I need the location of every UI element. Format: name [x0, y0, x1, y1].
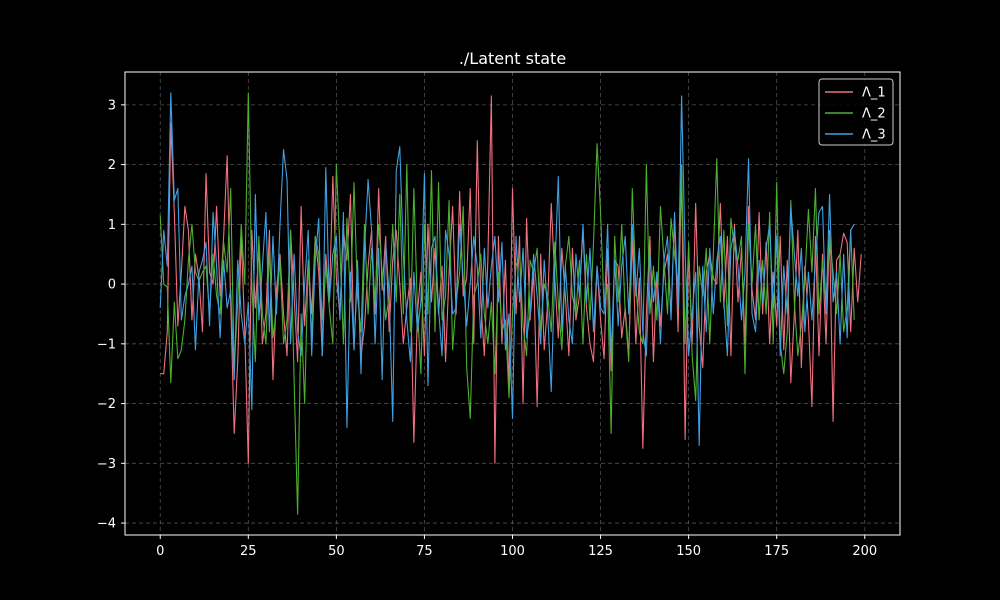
- grid: [125, 72, 900, 535]
- legend: Λ_1 Λ_2 Λ_3: [818, 78, 894, 146]
- legend-box: [818, 78, 894, 146]
- x-tick-label: 100: [500, 544, 525, 559]
- x-tick-label: 50: [328, 544, 345, 559]
- y-tick-label: −2: [97, 397, 116, 412]
- legend-label: Λ_2: [862, 107, 886, 122]
- series-line-1: [160, 95, 862, 464]
- x-tick-label: 25: [240, 544, 257, 559]
- y-tick-label: −3: [97, 457, 116, 472]
- x-tick-label: 175: [764, 544, 789, 559]
- y-tick-label: −4: [97, 517, 116, 532]
- y-tick-label: 1: [108, 218, 116, 233]
- x-tick-label: 150: [676, 544, 701, 559]
- legend-label: Λ_3: [862, 128, 886, 143]
- y-tick-label: 2: [108, 158, 116, 173]
- x-tick-label: 75: [416, 544, 433, 559]
- x-tick-label: 0: [156, 544, 164, 559]
- y-tick-label: 3: [108, 98, 116, 113]
- legend-label: Λ_1: [862, 86, 886, 101]
- series-layer: [159, 92, 862, 515]
- y-tick-label: 0: [108, 278, 116, 293]
- x-tick-label: 200: [852, 544, 877, 559]
- x-tick-label: 125: [588, 544, 613, 559]
- y-tick-label: −1: [97, 337, 116, 352]
- chart-title: ./Latent state: [459, 49, 566, 68]
- series-line-3: [159, 92, 855, 446]
- axes: 0 25 50 75 100 125 150 175 200 −4 −3 −2 −1 0 1 2 3: [97, 98, 877, 559]
